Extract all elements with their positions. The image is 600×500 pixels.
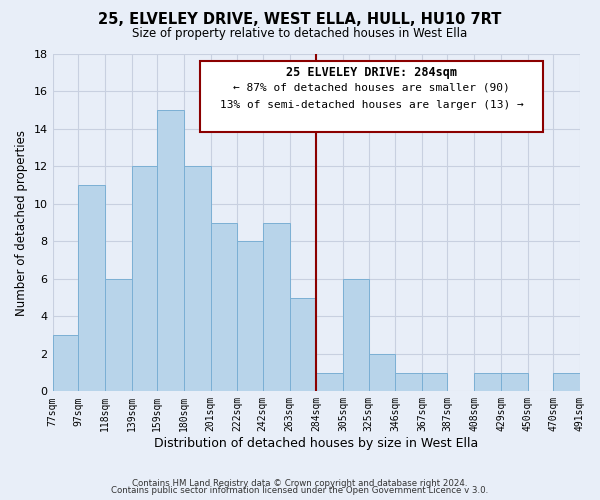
Bar	[395, 372, 422, 392]
Bar	[53, 335, 78, 392]
Bar	[290, 298, 316, 392]
Bar	[422, 372, 448, 392]
Text: 13% of semi-detached houses are larger (13) →: 13% of semi-detached houses are larger (…	[220, 100, 524, 110]
Bar	[553, 372, 580, 392]
Text: 25, ELVELEY DRIVE, WEST ELLA, HULL, HU10 7RT: 25, ELVELEY DRIVE, WEST ELLA, HULL, HU10…	[98, 12, 502, 28]
Text: Contains public sector information licensed under the Open Government Licence v : Contains public sector information licen…	[112, 486, 488, 495]
Text: 25 ELVELEY DRIVE: 284sqm: 25 ELVELEY DRIVE: 284sqm	[286, 66, 457, 79]
Bar	[184, 166, 211, 392]
FancyBboxPatch shape	[200, 60, 543, 132]
Bar	[343, 279, 368, 392]
Bar	[237, 242, 263, 392]
Bar	[474, 372, 501, 392]
Bar	[316, 372, 343, 392]
Bar	[157, 110, 184, 392]
Bar	[368, 354, 395, 392]
Bar	[105, 279, 131, 392]
Text: Size of property relative to detached houses in West Ella: Size of property relative to detached ho…	[133, 28, 467, 40]
Text: ← 87% of detached houses are smaller (90): ← 87% of detached houses are smaller (90…	[233, 82, 510, 92]
Text: Contains HM Land Registry data © Crown copyright and database right 2024.: Contains HM Land Registry data © Crown c…	[132, 478, 468, 488]
Bar	[131, 166, 157, 392]
Bar	[263, 222, 290, 392]
Bar	[501, 372, 528, 392]
Bar	[211, 222, 237, 392]
Bar	[78, 185, 105, 392]
X-axis label: Distribution of detached houses by size in West Ella: Distribution of detached houses by size …	[154, 437, 478, 450]
Y-axis label: Number of detached properties: Number of detached properties	[15, 130, 28, 316]
